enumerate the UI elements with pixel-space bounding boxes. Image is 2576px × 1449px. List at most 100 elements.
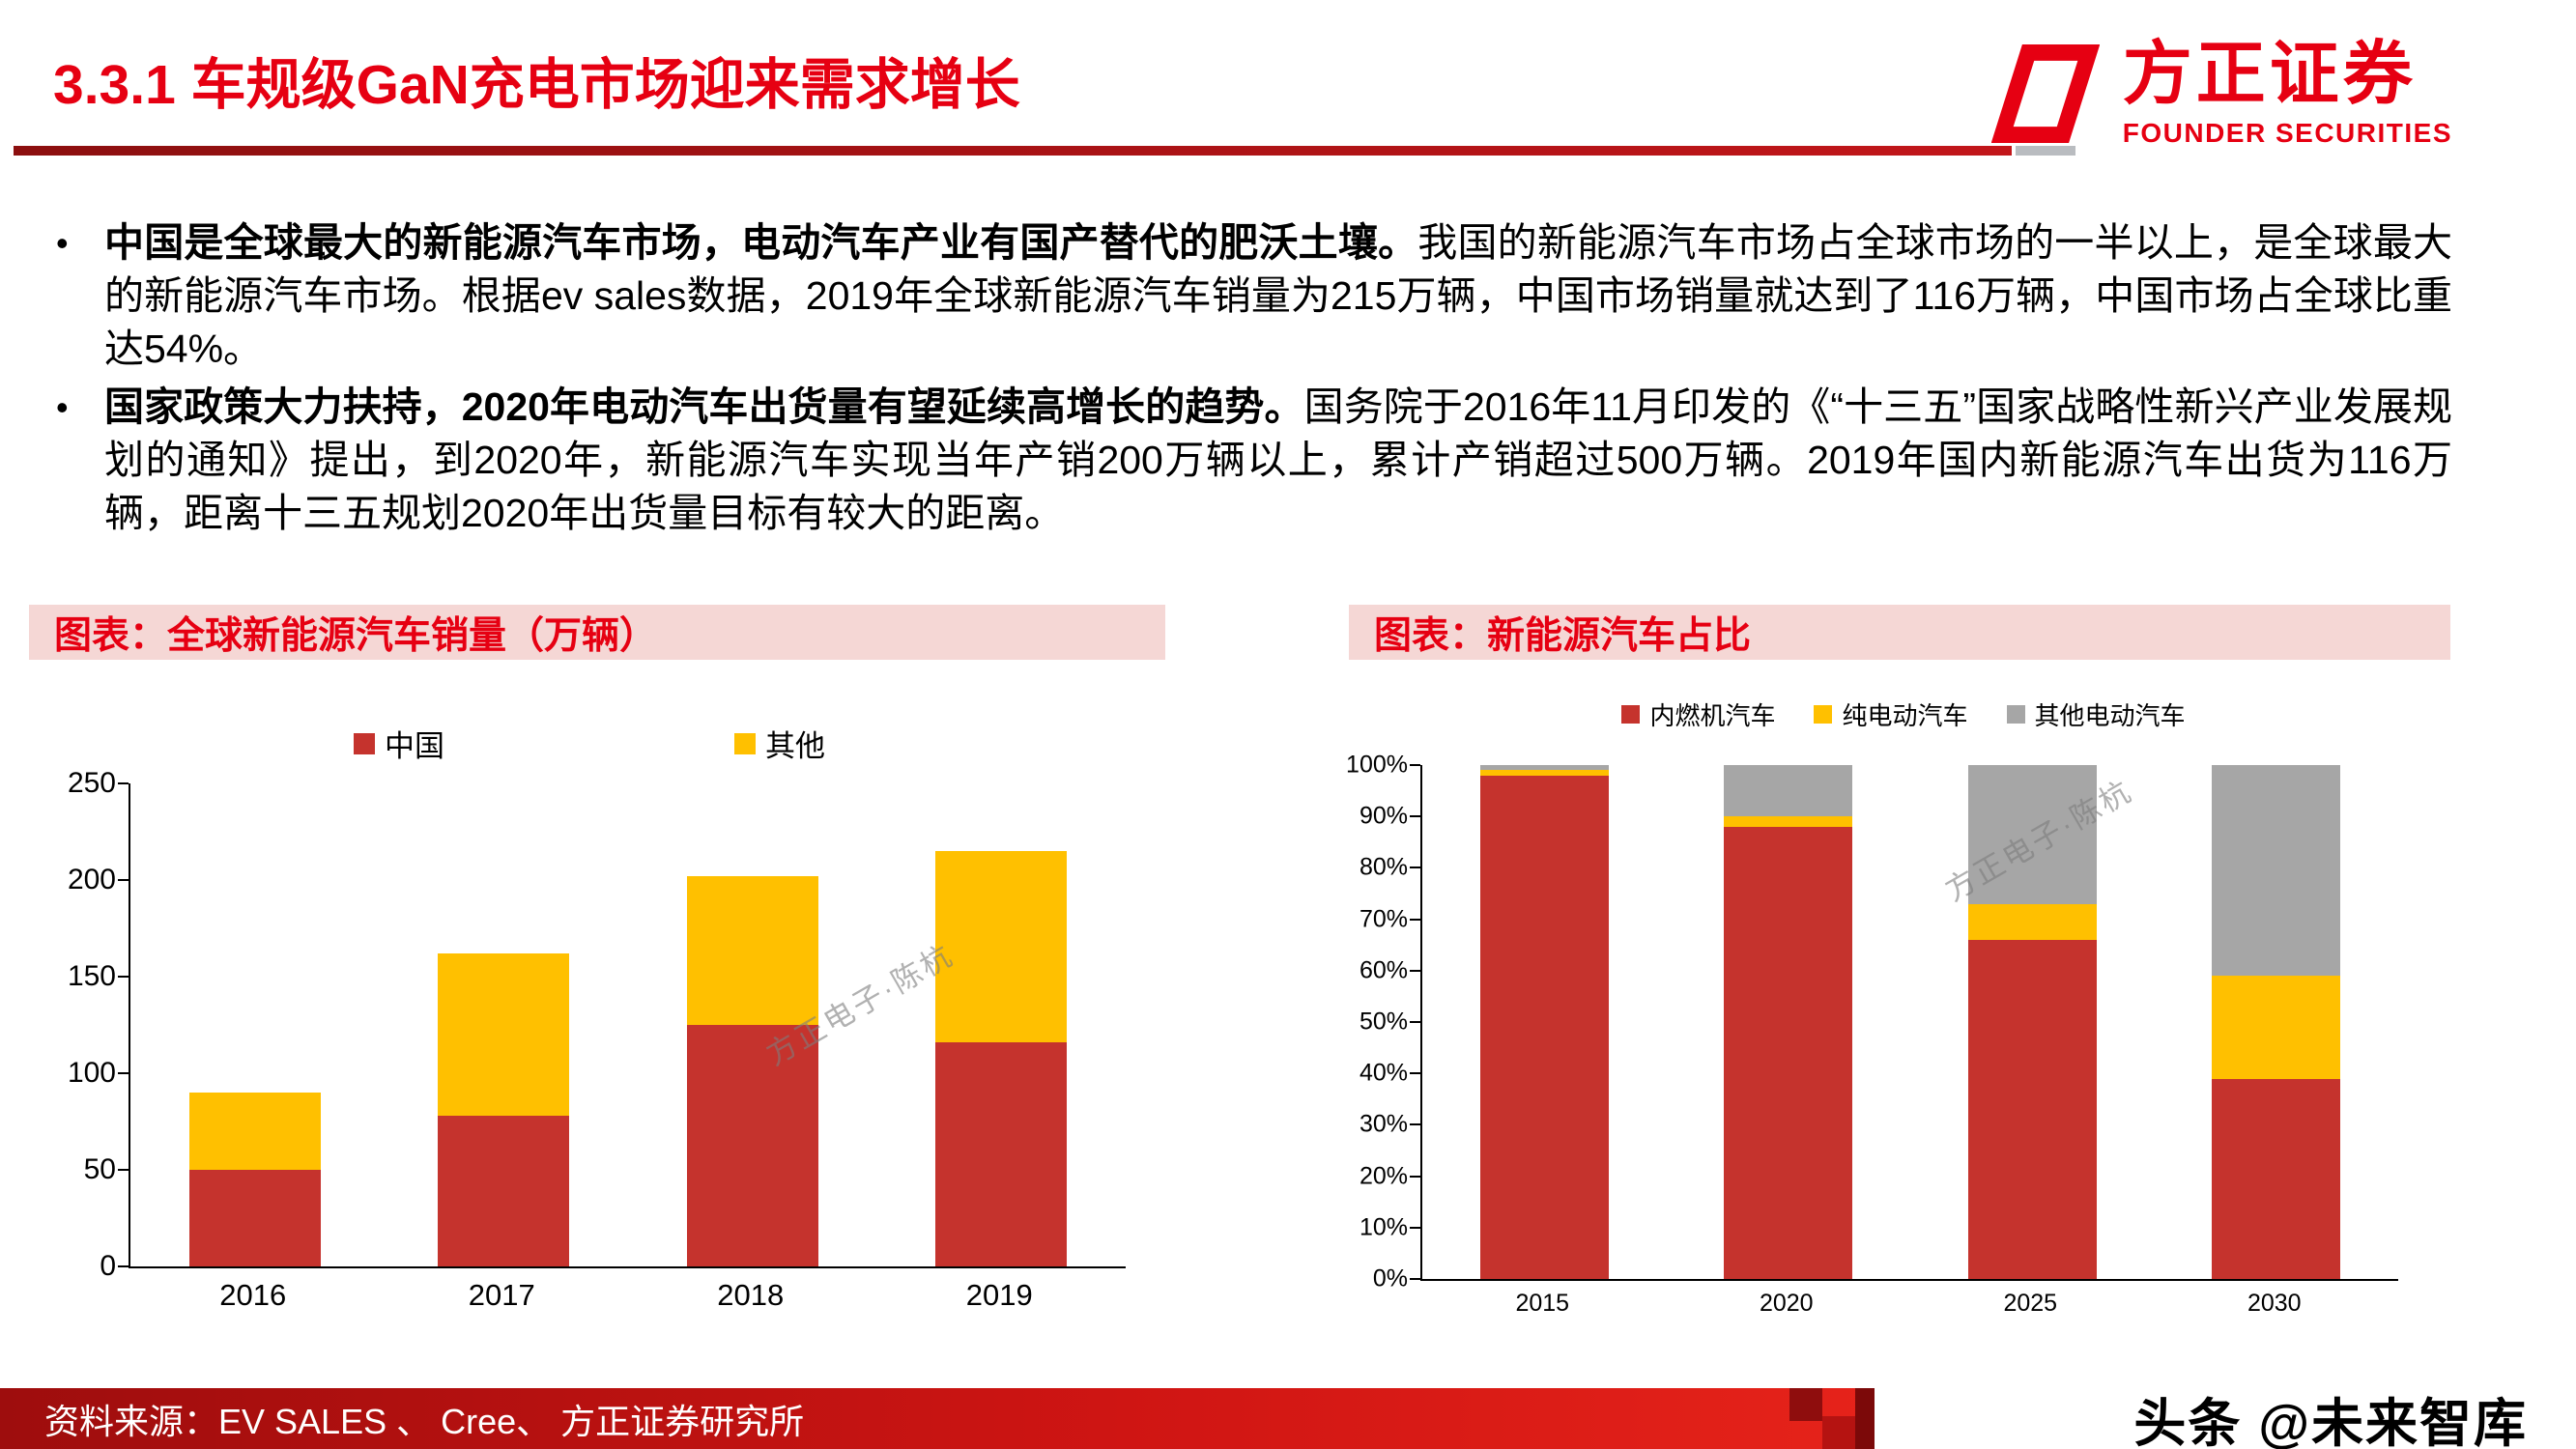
legend-label: 其他 — [765, 729, 825, 763]
x-tick-label: 2017 — [468, 1278, 535, 1312]
x-tick-label: 2020 — [1759, 1290, 1814, 1317]
bar-2020 — [1724, 765, 1853, 1279]
footer-bar: 资料来源：EV SALES 、 Cree、 方正证券研究所 — [0, 1388, 1875, 1449]
x-tick-label: 2016 — [219, 1278, 287, 1312]
y-tick-label: 70% — [1359, 905, 1408, 933]
legend-item: 内燃机汽车 — [1621, 696, 1775, 732]
legend-item: 纯电动汽车 — [1814, 696, 1968, 732]
y-tick-label: 100% — [1346, 751, 1408, 779]
bar-segment-中国 — [438, 1116, 570, 1266]
legend-item: 其他 — [734, 722, 825, 765]
y-tick-label: 90% — [1359, 802, 1408, 830]
axis-tick — [1410, 1021, 1420, 1023]
legend-item: 中国 — [354, 722, 444, 765]
bar-2016 — [188, 1093, 321, 1266]
axis-tick — [1410, 969, 1420, 972]
brand-watermark: 头条 @未来智库 — [2133, 1395, 2528, 1449]
title-underline — [14, 146, 2012, 156]
y-tick-label: 30% — [1359, 1110, 1408, 1138]
bar-segment-中国 — [188, 1170, 321, 1266]
axis-tick — [1410, 1278, 1420, 1280]
y-tick-label: 200 — [67, 864, 116, 895]
y-tick-label: 250 — [67, 767, 116, 799]
axis-tick — [1410, 815, 1420, 818]
legend-swatch-icon — [2006, 705, 2025, 724]
axis-tick — [118, 1169, 129, 1171]
bar-segment-纯电动汽车 — [1967, 903, 2097, 940]
bar-segment-其他电动汽车 — [1479, 765, 1609, 771]
bar-segment-内燃机汽车 — [2212, 1078, 2341, 1279]
footer-decoration-block — [1855, 1388, 1875, 1449]
bar-segment-中国 — [935, 1042, 1068, 1266]
bar-segment-内燃机汽车 — [1479, 775, 1609, 1279]
legend: 中国 其他 — [19, 722, 1159, 765]
plot-area — [1410, 764, 2398, 1281]
axis-tick — [1410, 764, 1420, 766]
bullet-item: • 国家政策大力扶持，2020年电动汽车出货量有望延续高增长的趋势。国务院于20… — [56, 381, 2452, 540]
bar-2030 — [2212, 765, 2341, 1279]
legend-label: 纯电动汽车 — [1842, 701, 1968, 730]
y-tick-label: 40% — [1359, 1059, 1408, 1087]
footer-decoration-block — [1822, 1416, 1855, 1449]
logo-name: 方正证券 — [2122, 36, 2417, 113]
legend: 内燃机汽车 纯电动汽车 其他电动汽车 — [1338, 696, 2469, 732]
y-tick-label: 100 — [67, 1057, 116, 1089]
y-axis-labels: 0% 10% 20% 30% 40% 50% 60% 70% 80% 90% 100% — [1338, 752, 1408, 1293]
bullet-bold-text: 国家政策大力扶持，2020年电动汽车出货量有望延续高增长的趋势。 — [104, 384, 1304, 429]
bullet-list: • 中国是全球最大的新能源汽车市场，电动汽车产业有国产替代的肥沃土壤。我国的新能… — [56, 216, 2452, 545]
plot-area — [118, 782, 1126, 1268]
bar-segment-其他 — [438, 953, 570, 1116]
legend-label: 其他电动汽车 — [2034, 701, 2186, 730]
bar-group — [130, 783, 1126, 1266]
chart-header-share: 图表：新能源汽车占比 — [1349, 605, 2450, 660]
bar-segment-其他 — [188, 1093, 321, 1170]
bullet-paragraph: 国家政策大力扶持，2020年电动汽车出货量有望延续高增长的趋势。国务院于2016… — [104, 381, 2452, 540]
axis-tick — [1410, 918, 1420, 921]
axis-tick — [1410, 1072, 1420, 1075]
chart-header-sales: 图表：全球新能源汽车销量（万辆） — [29, 605, 1165, 660]
founder-logo-icon — [1990, 43, 2100, 143]
bar-2019 — [935, 851, 1068, 1266]
page-title: 3.3.1 车规级GaN充电市场迎来需求增长 — [53, 54, 1020, 116]
x-tick-label: 2025 — [2003, 1290, 2058, 1317]
y-tick-label: 0% — [1372, 1264, 1408, 1293]
y-tick-label: 50 — [83, 1153, 116, 1185]
bar-segment-其他电动汽车 — [1724, 765, 1853, 817]
y-tick-label: 150 — [67, 960, 116, 992]
legend-label: 中国 — [385, 729, 444, 763]
bullet-bold-text: 中国是全球最大的新能源汽车市场，电动汽车产业有国产替代的肥沃土壤。 — [104, 220, 1418, 265]
axis-tick — [118, 782, 129, 784]
axis-tick — [1410, 1226, 1420, 1229]
y-tick-label: 60% — [1359, 956, 1408, 984]
axis-tick — [1410, 1123, 1420, 1126]
source-note: 资料来源：EV SALES 、 Cree、 方正证券研究所 — [44, 1401, 805, 1441]
legend-item: 其他电动汽车 — [2006, 696, 2186, 732]
bar-segment-纯电动汽车 — [2212, 976, 2341, 1079]
y-tick-label: 20% — [1359, 1162, 1408, 1190]
x-axis-labels: 2015 2020 2025 2030 — [1420, 1290, 2396, 1318]
y-axis-labels: 0 50 100 150 200 250 — [19, 767, 116, 1282]
bar-segment-内燃机汽车 — [1724, 826, 1853, 1279]
bar-segment-纯电动汽车 — [1479, 770, 1609, 776]
bar-2015 — [1479, 765, 1609, 1279]
x-tick-label: 2015 — [1515, 1290, 1570, 1317]
bar-2018 — [686, 876, 818, 1266]
bar-2017 — [438, 953, 570, 1266]
x-tick-label: 2019 — [965, 1278, 1033, 1312]
y-tick-label: 0 — [100, 1250, 116, 1282]
bullet-marker: • — [56, 223, 69, 263]
founder-securities-logo: 方正证券 FOUNDER SECURITIES — [1990, 36, 2452, 149]
legend-swatch-icon — [1621, 705, 1641, 724]
bar-segment-其他 — [935, 851, 1068, 1042]
bar-segment-中国 — [686, 1025, 818, 1266]
y-tick-label: 10% — [1359, 1213, 1408, 1241]
axis-tick — [118, 1265, 129, 1267]
y-tick-label: 50% — [1359, 1008, 1408, 1036]
ev-share-chart: 内燃机汽车 纯电动汽车 其他电动汽车 0% 10% 20% 30% 40% 50% 60% 70%… — [1338, 671, 2469, 1352]
bar-segment-纯电动汽车 — [1724, 816, 1853, 827]
axis-tick — [118, 976, 129, 978]
bullet-marker: • — [56, 387, 69, 427]
axis-tick — [118, 879, 129, 881]
bullet-item: • 中国是全球最大的新能源汽车市场，电动汽车产业有国产替代的肥沃土壤。我国的新能… — [56, 216, 2452, 376]
